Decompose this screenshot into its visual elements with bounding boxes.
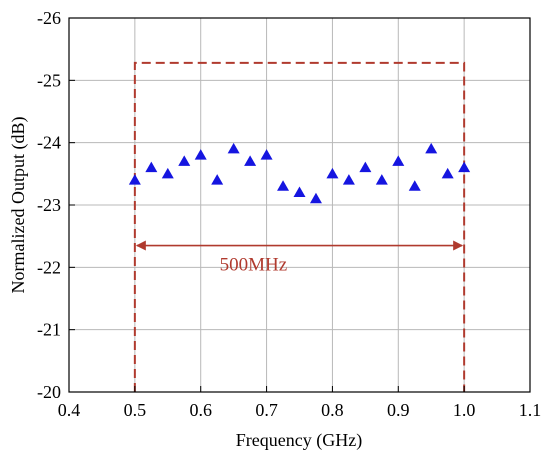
x-axis-title: Frequency (GHz) (236, 430, 362, 451)
data-point (342, 174, 355, 185)
y-tick-label: -22 (37, 257, 61, 277)
x-tick-label: 1.0 (453, 400, 476, 420)
data-point (161, 167, 174, 179)
data-point (260, 149, 273, 160)
x-tick-label: 0.6 (189, 400, 212, 420)
data-point (309, 192, 322, 204)
x-tick-label: 1.1 (519, 400, 542, 420)
y-tick-label: -20 (37, 382, 61, 402)
data-point (392, 155, 405, 166)
x-tick-label: 0.5 (124, 400, 147, 420)
y-axis-title: Normalized Output (dB) (8, 117, 29, 294)
data-point (178, 155, 191, 166)
data-point (359, 161, 372, 173)
y-tick-label: -23 (37, 195, 61, 215)
data-point (128, 174, 141, 185)
data-point (244, 155, 257, 166)
y-tick-label: -24 (37, 133, 61, 153)
data-point (211, 174, 224, 185)
data-points (128, 142, 471, 204)
y-tick-label: -26 (37, 8, 61, 28)
x-tick-labels: 0.4 0.5 0.6 0.7 0.8 0.9 1.0 1.1 (58, 400, 542, 420)
y-tick-label: -21 (37, 320, 61, 340)
dashed-range-box (133, 61, 466, 392)
x-tick-label: 0.8 (321, 400, 344, 420)
data-point (408, 180, 421, 191)
y-tick-labels: -20 -21 -22 -23 -24 -25 -26 (37, 8, 61, 402)
annotation-label: 500MHz (220, 254, 288, 275)
data-point (326, 167, 339, 179)
axis-ticks (68, 17, 531, 393)
data-point (425, 142, 438, 154)
data-point (441, 167, 454, 179)
x-tick-label: 0.4 (58, 400, 81, 420)
dashed-box-outline (133, 61, 466, 392)
y-tick-label: -25 (37, 70, 61, 90)
x-tick-label: 0.9 (387, 400, 410, 420)
grid-lines (69, 18, 530, 392)
data-point (458, 161, 471, 173)
data-point (375, 174, 388, 185)
data-point (227, 142, 240, 154)
data-point (293, 186, 306, 198)
data-point (145, 161, 158, 173)
x-tick-label: 0.7 (255, 400, 278, 420)
data-point (194, 149, 207, 160)
data-point (277, 180, 290, 191)
